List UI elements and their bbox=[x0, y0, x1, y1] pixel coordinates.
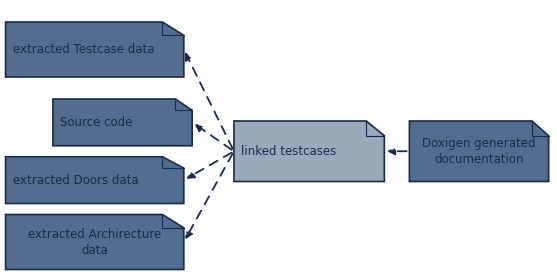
Polygon shape bbox=[234, 121, 384, 182]
Polygon shape bbox=[409, 121, 549, 182]
Text: Source code: Source code bbox=[60, 116, 133, 129]
Text: extracted Doors data: extracted Doors data bbox=[13, 174, 139, 187]
Text: Doxigen generated
documentation: Doxigen generated documentation bbox=[422, 137, 536, 166]
Text: linked testcases: linked testcases bbox=[241, 145, 336, 158]
Polygon shape bbox=[6, 22, 184, 77]
Text: extracted Testcase data: extracted Testcase data bbox=[13, 43, 154, 56]
Polygon shape bbox=[6, 157, 184, 204]
Polygon shape bbox=[6, 214, 184, 270]
Text: extracted Archirecture
data: extracted Archirecture data bbox=[28, 227, 162, 257]
Polygon shape bbox=[53, 99, 192, 146]
